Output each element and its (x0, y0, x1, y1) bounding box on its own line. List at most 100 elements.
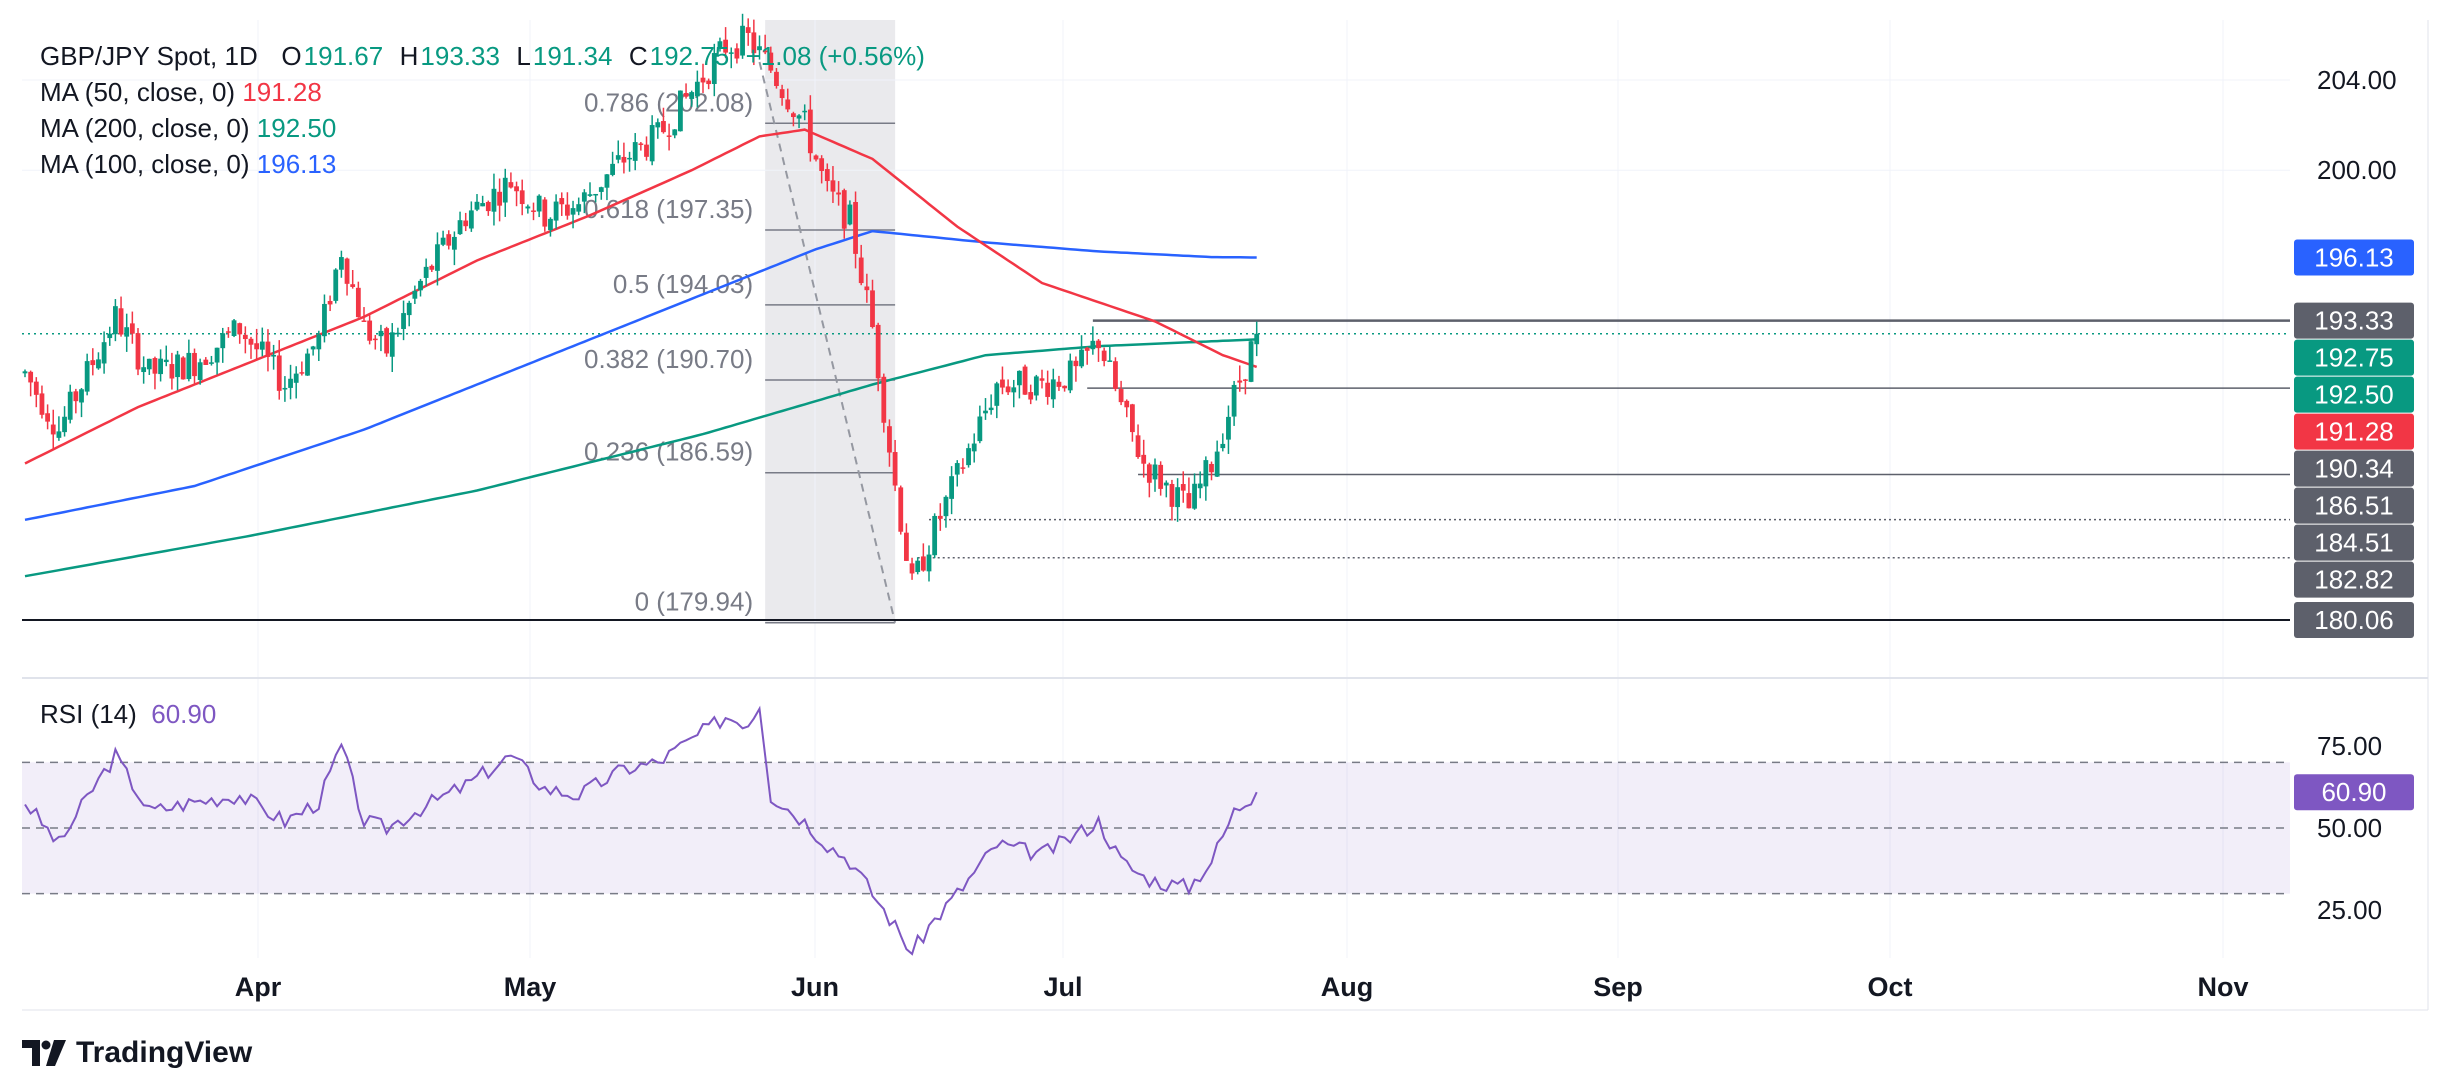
candle-body (220, 333, 226, 349)
ma200-legend[interactable]: MA (200, close, 0) 192.50 (40, 110, 336, 146)
candle-body (1090, 340, 1096, 350)
candle-body (1011, 387, 1017, 393)
candle-body (214, 347, 220, 363)
candle-body (305, 353, 310, 376)
price-tag-label: 192.50 (2314, 380, 2394, 410)
candle-body (813, 155, 819, 160)
candle-body (525, 206, 531, 209)
ma100-label: MA (100, close, 0) (40, 149, 250, 179)
candle-body (581, 192, 587, 202)
candle-body (474, 201, 480, 210)
ma200-value: 192.50 (256, 113, 337, 143)
candle-body (932, 515, 938, 556)
price-tag[interactable]: 192.50 (2294, 376, 2414, 413)
candle-body (694, 81, 700, 97)
candle-body (644, 144, 649, 157)
candle-body (1079, 349, 1084, 367)
ma200-line[interactable] (24, 338, 1257, 578)
candle-body (604, 174, 610, 188)
time-tick-label: Aug (1321, 972, 1373, 1002)
rsi-line[interactable] (24, 705, 1258, 956)
price-tag-label: 196.13 (2314, 243, 2394, 273)
ma50-line[interactable] (24, 128, 1258, 465)
candle-body (406, 302, 412, 316)
candle-body (1169, 483, 1175, 507)
price-tag-label: 186.51 (2314, 491, 2394, 521)
rsi-value: 60.90 (151, 699, 217, 729)
price-tag[interactable]: 193.33 (2294, 302, 2414, 339)
candle-body (700, 77, 706, 83)
candle-body (553, 201, 559, 221)
ma100-value: 196.13 (256, 149, 337, 179)
price-tag[interactable]: 180.06 (2294, 602, 2414, 638)
tradingview-wordmark: TradingView (76, 1036, 253, 1069)
candle-body (1243, 379, 1248, 381)
ma50-legend[interactable]: MA (50, close, 0) 191.28 (40, 74, 322, 110)
price-tag-box (2294, 561, 2414, 598)
candle-body (1226, 416, 1231, 440)
candle-body (841, 190, 847, 229)
tradingview-brand[interactable]: TradingView (22, 1036, 252, 1070)
candle-body (943, 496, 949, 517)
candle-body (1067, 360, 1073, 391)
candle-body (559, 198, 565, 205)
price-tag[interactable]: 182.82 (2294, 561, 2414, 598)
price-tag-box (2294, 376, 2414, 413)
candle-body (881, 376, 887, 423)
price-tag-box (2294, 524, 2414, 561)
candle-body (666, 135, 672, 137)
candle-body (276, 355, 282, 391)
candle-body (649, 125, 655, 162)
candle-body (1254, 333, 1260, 345)
candle-body (107, 333, 113, 339)
candle-body (67, 391, 73, 420)
candle-body (728, 52, 734, 54)
price-tag[interactable]: 192.75 (2294, 339, 2414, 376)
candle-body (1005, 386, 1011, 393)
candle-body (598, 187, 604, 192)
candle-body (203, 359, 209, 365)
fib-trend-line[interactable] (758, 61, 897, 623)
price-tag[interactable]: 191.28 (2294, 413, 2414, 450)
price-tag[interactable]: 184.51 (2294, 524, 2414, 561)
price-tag-box (2294, 239, 2414, 276)
candle-body (1192, 483, 1197, 509)
candle-body (45, 413, 50, 422)
candle-body (909, 563, 915, 574)
candle-body (960, 467, 966, 469)
symbol-legend: GBP/JPY Spot, 1D O191.67 H193.33 L191.34… (40, 38, 925, 74)
candle-body (1124, 400, 1130, 408)
price-tag-box (2294, 302, 2414, 339)
price-tag[interactable]: 186.51 (2294, 487, 2414, 524)
candle-body (435, 244, 440, 271)
candle-body (1237, 380, 1243, 383)
candle-body (1039, 378, 1045, 381)
price-tag[interactable]: 190.34 (2294, 450, 2414, 487)
ma100-line[interactable] (24, 229, 1257, 522)
candle-body (497, 191, 502, 206)
rsi-value-tag[interactable]: 60.90 (2294, 774, 2414, 811)
candle-body (293, 373, 299, 383)
candle-body (152, 358, 158, 374)
candle-body (242, 334, 248, 340)
candle-body (971, 443, 977, 452)
rsi-legend[interactable]: RSI (14) 60.90 (40, 696, 216, 732)
candle-body (389, 332, 395, 357)
time-tick-label: Sep (1593, 972, 1643, 1002)
candle-body (796, 115, 802, 119)
price-tick-label: 204.00 (2317, 65, 2397, 95)
candle-body (875, 324, 881, 379)
candle-body (785, 99, 791, 110)
rsi-tick-label: 75.00 (2317, 731, 2382, 761)
price-tag-label: 193.33 (2314, 306, 2394, 336)
candle-body (683, 93, 689, 97)
candle-body (1135, 435, 1141, 457)
candle-body (418, 280, 423, 291)
price-tag[interactable]: 196.13 (2294, 239, 2414, 276)
candle-body (1248, 341, 1254, 382)
candle-body (745, 27, 751, 33)
fib-level-label: 0.786 (202.08) (584, 87, 753, 117)
candle-body (322, 303, 327, 337)
ma100-legend[interactable]: MA (100, close, 0) 196.13 (40, 146, 336, 182)
fib-retracement-zone[interactable] (765, 20, 896, 623)
